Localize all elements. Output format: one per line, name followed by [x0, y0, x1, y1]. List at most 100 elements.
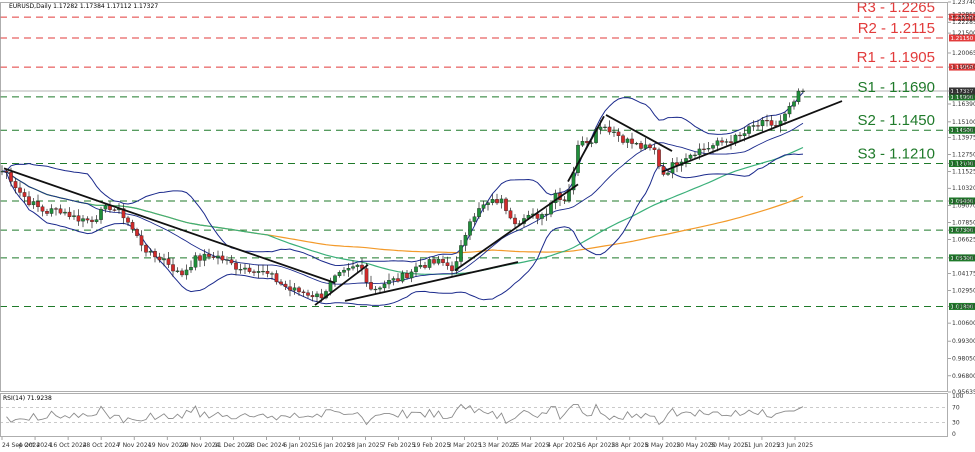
y-tick-label-8: 1.16900 — [952, 94, 975, 101]
candle-body — [202, 253, 207, 261]
x-tick-label-10: 16 Jan 2025 — [314, 442, 350, 449]
x-tick-label-12: 7 Feb 2025 — [382, 442, 416, 449]
candle-body — [459, 245, 463, 262]
y-tick-label-6: 1.19050 — [952, 64, 975, 71]
y-tick-label-19: 1.07850 — [952, 219, 975, 226]
candle-body — [193, 255, 198, 268]
candle-body — [607, 126, 612, 133]
candle-body — [751, 125, 756, 127]
candle-body — [625, 138, 630, 143]
candle-body — [85, 218, 90, 221]
candle-body — [121, 208, 126, 219]
candle-body — [346, 268, 351, 271]
candle-body — [666, 172, 670, 175]
candle-body — [598, 126, 603, 130]
y-tick-label-11: 1.14500 — [952, 127, 975, 134]
level-tag-text-9: 1.01800 — [951, 304, 974, 310]
candle-body — [702, 148, 706, 150]
level-tag-6 — [949, 197, 975, 205]
candle-body — [301, 291, 306, 294]
level-tag-text-3: 1.16900 — [951, 95, 974, 101]
candle-body — [306, 292, 310, 296]
level-label-0: R3 - 1.2265 — [857, 0, 935, 16]
candle-body — [513, 217, 517, 225]
candle-body — [495, 199, 499, 204]
level-tag-5 — [949, 160, 975, 168]
candle-body — [270, 273, 274, 275]
candle-body — [387, 280, 391, 285]
candle-body — [292, 287, 297, 291]
candle-body — [198, 255, 202, 261]
candle-body — [490, 199, 495, 203]
y-tick-label-13: 1.12750 — [952, 152, 975, 159]
y-tick-label-1: 1.22855 — [952, 11, 975, 18]
candle-body — [783, 113, 787, 122]
candle-body — [747, 126, 751, 134]
candle-body — [738, 134, 742, 137]
candle-body — [4, 171, 9, 173]
y-tick-label-9: 1.16390 — [952, 101, 975, 108]
level-tag-3 — [949, 93, 975, 101]
candle-body — [648, 144, 652, 149]
candle-body — [166, 258, 171, 265]
level-tag-text-1: 1.21150 — [951, 36, 974, 42]
y-tick-label-18: 1.09070 — [952, 203, 975, 210]
candle-body — [418, 265, 423, 268]
trendline-1 — [314, 264, 369, 306]
candle-body — [373, 288, 378, 291]
candle-body — [175, 270, 180, 272]
candle-body — [265, 270, 270, 274]
candle-body — [576, 144, 580, 173]
x-tick-label-13: 19 Feb 2025 — [413, 442, 451, 449]
x-tick-label-2: 16 Oct 2024 — [50, 442, 87, 449]
x-tick-label-22: 30 May 2025 — [709, 442, 748, 449]
candle-body — [283, 283, 288, 287]
x-tick-label-9: 6 Jan 2025 — [283, 442, 315, 449]
rsi-tick-label-2: 30 — [952, 420, 960, 427]
candle-body — [225, 259, 229, 261]
x-tick-label-20: 8 May 2025 — [645, 442, 680, 449]
y-tick-label-25: 1.01800 — [952, 303, 975, 310]
y-tick-label-0: 1.23740 — [952, 0, 975, 6]
candle-body — [333, 275, 337, 283]
trendline-6 — [661, 100, 843, 173]
x-tick-label-19: 28 Apr 2025 — [611, 442, 648, 449]
x-tick-label-16: 25 Mar 2025 — [512, 442, 550, 449]
rsi-line — [6, 403, 804, 426]
rsi-panel: 100 70 30 0 RSI(14) 71.9238 — [0, 393, 964, 438]
candle-body — [400, 272, 405, 282]
candle-body — [499, 198, 504, 204]
trendline-3 — [454, 183, 579, 272]
candle-body — [486, 202, 490, 205]
candle-body — [688, 154, 693, 159]
candle-body — [355, 264, 360, 267]
candle-body — [715, 140, 720, 146]
rsi-frame — [0, 393, 948, 437]
trendline-2 — [344, 261, 519, 302]
y-tick-label-3: 1.22285 — [952, 19, 975, 26]
x-tick-label-23: 11 Jun 2025 — [744, 442, 780, 449]
candle-body — [72, 215, 76, 217]
x-tick-label-17: 4 Apr 2025 — [547, 442, 580, 449]
candle-body — [31, 201, 36, 206]
x-tick-label-5: 19 Nov 2024 — [148, 442, 187, 449]
candle-body — [589, 142, 594, 144]
candle-body — [787, 106, 792, 115]
candle-body — [13, 181, 18, 189]
rsi-tick-label-0: 100 — [952, 393, 964, 400]
level-tag-text-6: 1.09400 — [951, 199, 974, 205]
candle-body — [256, 271, 261, 273]
candle-body — [252, 271, 256, 273]
candle-body — [423, 265, 427, 268]
candle-body — [378, 287, 382, 290]
candle-body — [585, 141, 589, 144]
candle-body — [243, 267, 247, 270]
candle-body — [81, 218, 85, 222]
x-tick-label-15: 13 Mar 2025 — [479, 442, 517, 449]
candle-body — [229, 259, 234, 264]
y-tick-label-29: 0.96800 — [952, 373, 975, 380]
candle-body — [364, 268, 369, 283]
candle-body — [171, 264, 175, 272]
candle-body — [796, 90, 801, 103]
